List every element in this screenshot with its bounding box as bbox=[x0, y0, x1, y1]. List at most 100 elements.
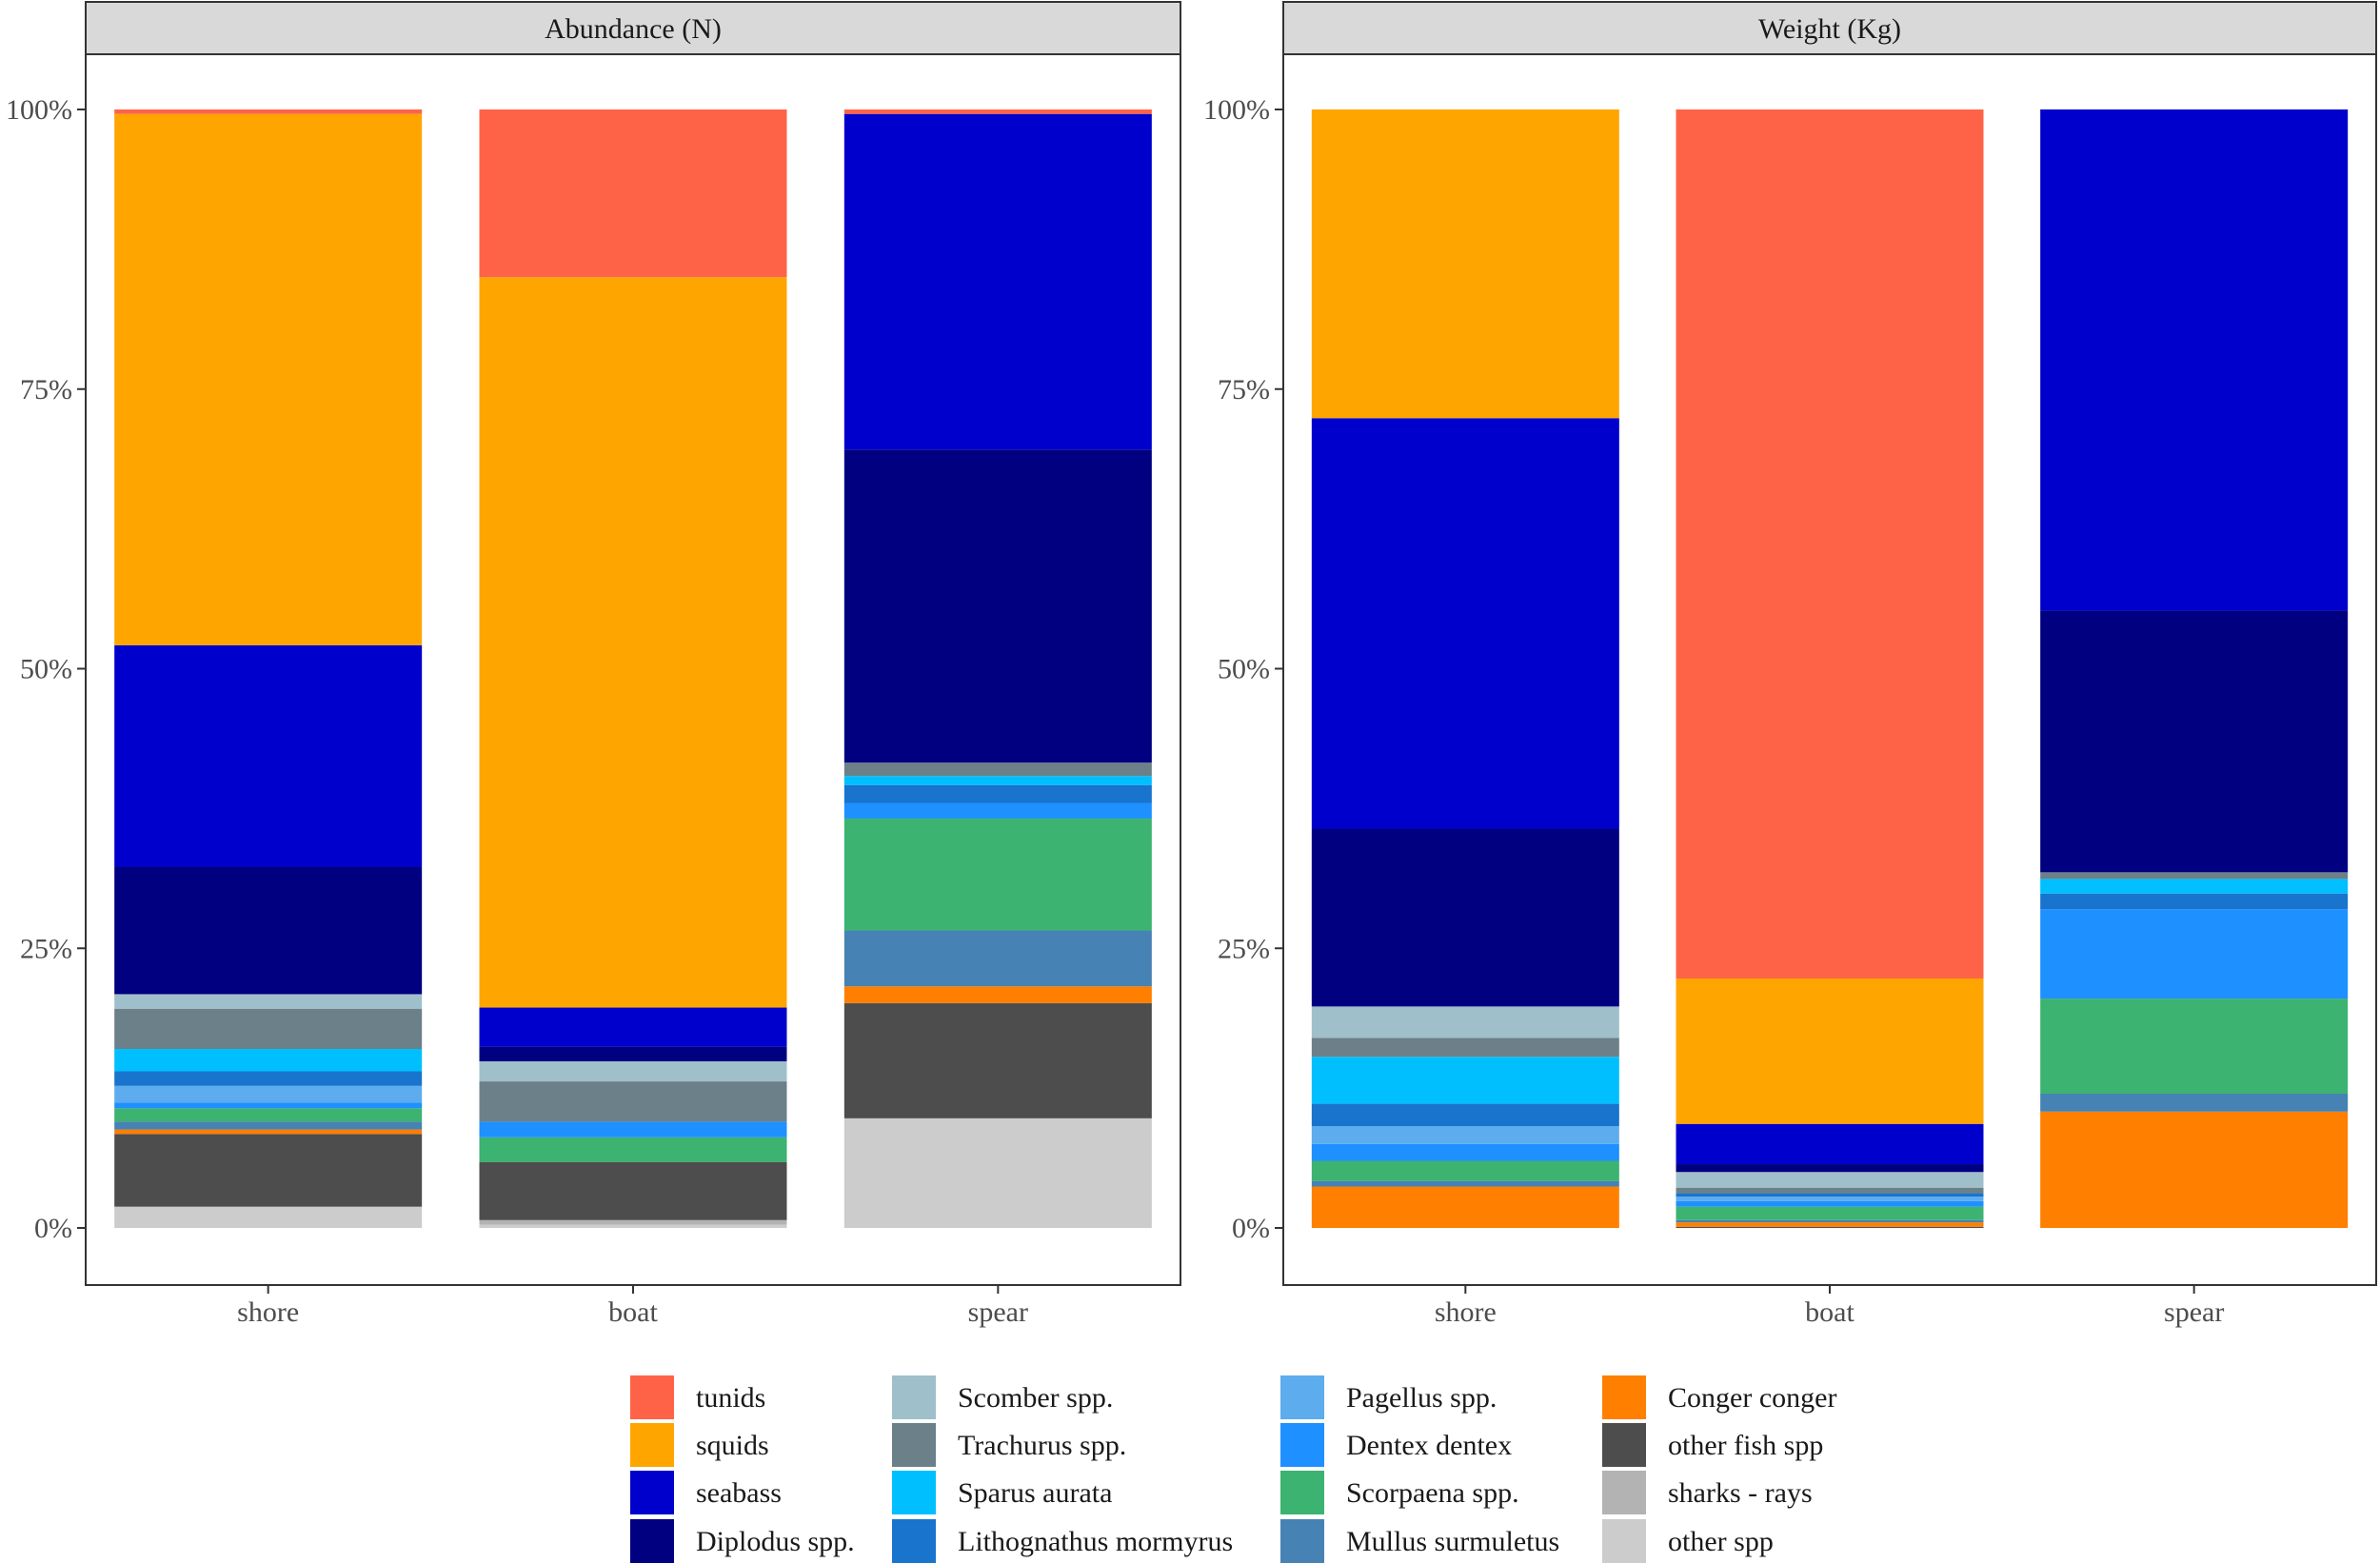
legend-key bbox=[630, 1519, 674, 1563]
bar-segment-scomber-spp bbox=[114, 994, 423, 1009]
bar-segment-pagellus-spp bbox=[1311, 1126, 1619, 1144]
bar-segment-diplodus-spp bbox=[1676, 1164, 1984, 1173]
legend-key bbox=[630, 1471, 674, 1514]
bar-segment-sparus-aurata bbox=[114, 1049, 423, 1072]
bar-segment-mullus-surmuletus bbox=[843, 930, 1152, 987]
x-tick-label: boat bbox=[1805, 1296, 1854, 1328]
legend-item-other-fish-spp: other fish spp bbox=[1602, 1423, 1823, 1467]
bar-segment-seabass bbox=[114, 644, 423, 867]
legend-key bbox=[1280, 1423, 1324, 1467]
legend-key bbox=[892, 1423, 936, 1467]
legend-key bbox=[892, 1519, 936, 1563]
bar-segment-diplodus-spp bbox=[843, 449, 1152, 763]
legend-key bbox=[1602, 1375, 1646, 1419]
legend-key bbox=[1280, 1471, 1324, 1514]
bar-segment-lithognathus-mormyrus bbox=[2040, 893, 2349, 910]
legend-item-pagellus-spp: Pagellus spp. bbox=[1280, 1375, 1497, 1419]
legend-label: Scomber spp. bbox=[958, 1382, 1113, 1414]
legend-key bbox=[892, 1375, 936, 1419]
legend-label: Conger conger bbox=[1668, 1382, 1836, 1414]
legend-label: other spp bbox=[1668, 1526, 1774, 1557]
bar-segment-lithognathus-mormyrus bbox=[843, 784, 1152, 803]
legend-label: Pagellus spp. bbox=[1346, 1382, 1497, 1414]
bar-segment-scorpaena-spp bbox=[843, 818, 1152, 931]
legend-key bbox=[892, 1471, 936, 1514]
bar-segment-other-spp bbox=[114, 1206, 423, 1228]
bar-segment-mullus-surmuletus bbox=[2040, 1094, 2349, 1112]
bar-segment-seabass bbox=[843, 113, 1152, 450]
legend-item-conger-conger: Conger conger bbox=[1602, 1375, 1836, 1419]
bar-stack-spear bbox=[843, 109, 1152, 1228]
y-tick-label: 0% bbox=[1232, 1213, 1270, 1244]
bar-stack-shore bbox=[114, 109, 423, 1228]
y-tick-label: 75% bbox=[20, 374, 72, 406]
bar-segment-dentex-dentex bbox=[1311, 1143, 1619, 1161]
y-tick-label: 0% bbox=[34, 1213, 72, 1244]
bar-segment-diplodus-spp bbox=[1311, 828, 1619, 1007]
legend-item-lithognathus-mormyrus: Lithognathus mormyrus bbox=[892, 1519, 1233, 1563]
y-tick-label: 25% bbox=[20, 933, 72, 964]
bar-segment-pagellus-spp bbox=[1676, 1197, 1984, 1201]
bar-segment-trachurus-spp bbox=[114, 1008, 423, 1049]
bar-segment-conger-conger bbox=[2040, 1111, 2349, 1228]
y-tick-label: 50% bbox=[20, 654, 72, 685]
bar-segment-seabass bbox=[2040, 109, 2349, 611]
legend-label: other fish spp bbox=[1668, 1430, 1823, 1461]
bar-segment-mullus-surmuletus bbox=[1311, 1180, 1619, 1187]
panel-title: Abundance (N) bbox=[545, 13, 722, 45]
bar-segment-diplodus-spp bbox=[2040, 610, 2349, 873]
x-tick-label: boat bbox=[608, 1296, 658, 1328]
bar-segment-diplodus-spp bbox=[479, 1046, 787, 1061]
bar-segment-seabass bbox=[479, 1007, 787, 1047]
legend-key bbox=[1280, 1375, 1324, 1419]
bar-segment-seabass bbox=[1676, 1123, 1984, 1165]
bar-stack-boat bbox=[1676, 109, 1984, 1228]
legend-label: sharks - rays bbox=[1668, 1477, 1813, 1509]
bar-segment-trachurus-spp bbox=[2040, 872, 2349, 880]
bar-segment-trachurus-spp bbox=[479, 1081, 787, 1122]
bar-segment-mullus-surmuletus bbox=[114, 1121, 423, 1130]
bar-stack-spear bbox=[2040, 109, 2349, 1228]
bar-segment-tunids bbox=[114, 109, 423, 114]
bar-segment-lithognathus-mormyrus bbox=[1311, 1103, 1619, 1127]
bar-segment-lithognathus-mormyrus bbox=[1676, 1193, 1984, 1197]
bar-segment-scorpaena-spp bbox=[479, 1137, 787, 1162]
legend-label: Diplodus spp. bbox=[696, 1526, 855, 1557]
panel-weight-kg: Weight (Kg) shore boat spear 0% 25% 50% 75% 100% bbox=[1203, 1, 2377, 1328]
legend-key bbox=[630, 1375, 674, 1419]
legend-key bbox=[1280, 1519, 1324, 1563]
y-tick-label: 50% bbox=[1218, 654, 1270, 685]
bar-segment-conger-conger bbox=[843, 986, 1152, 1003]
bar-segment-scorpaena-spp bbox=[1311, 1160, 1619, 1181]
bar-segment-scorpaena-spp bbox=[114, 1108, 423, 1122]
bar-segment-other-fish-spp bbox=[843, 1002, 1152, 1118]
legend-item-tunids: tunids bbox=[630, 1375, 765, 1419]
legend-label: Scorpaena spp. bbox=[1346, 1477, 1519, 1509]
bar-stack-boat bbox=[479, 109, 787, 1228]
bar-segment-scomber-spp bbox=[1311, 1006, 1619, 1039]
bar-segment-squids bbox=[479, 277, 787, 1008]
bar-segment-trachurus-spp bbox=[1676, 1187, 1984, 1194]
bar-segment-trachurus-spp bbox=[1311, 1038, 1619, 1058]
bar-segment-seabass bbox=[1311, 418, 1619, 829]
y-tick-label: 100% bbox=[6, 94, 72, 126]
bar-segment-tunids bbox=[1676, 109, 1984, 979]
legend-label: seabass bbox=[696, 1477, 782, 1509]
bar-segment-squids bbox=[114, 113, 423, 645]
bar-segment-tunids bbox=[843, 109, 1152, 114]
facet-panels: Abundance (N) shore boat spear 0% 25% 50% 75% 10… bbox=[6, 1, 2377, 1328]
bar-segment-dentex-dentex bbox=[114, 1102, 423, 1109]
bar-segment-dentex-dentex bbox=[2040, 909, 2349, 999]
bar-segment-mullus-surmuletus bbox=[1676, 1219, 1984, 1223]
bar-segment-pagellus-spp bbox=[114, 1085, 423, 1103]
legend-item-squids: squids bbox=[630, 1423, 769, 1467]
legend-label: Sparus aurata bbox=[958, 1477, 1112, 1509]
bar-segment-scorpaena-spp bbox=[2040, 999, 2349, 1094]
legend-label: Trachurus spp. bbox=[958, 1430, 1126, 1461]
bar-segment-other-fish-spp bbox=[114, 1134, 423, 1207]
bar-segment-trachurus-spp bbox=[843, 762, 1152, 777]
bar-segment-dentex-dentex bbox=[843, 802, 1152, 819]
panel-strip bbox=[85, 1, 1181, 55]
bar-segment-other-spp bbox=[479, 1224, 787, 1228]
